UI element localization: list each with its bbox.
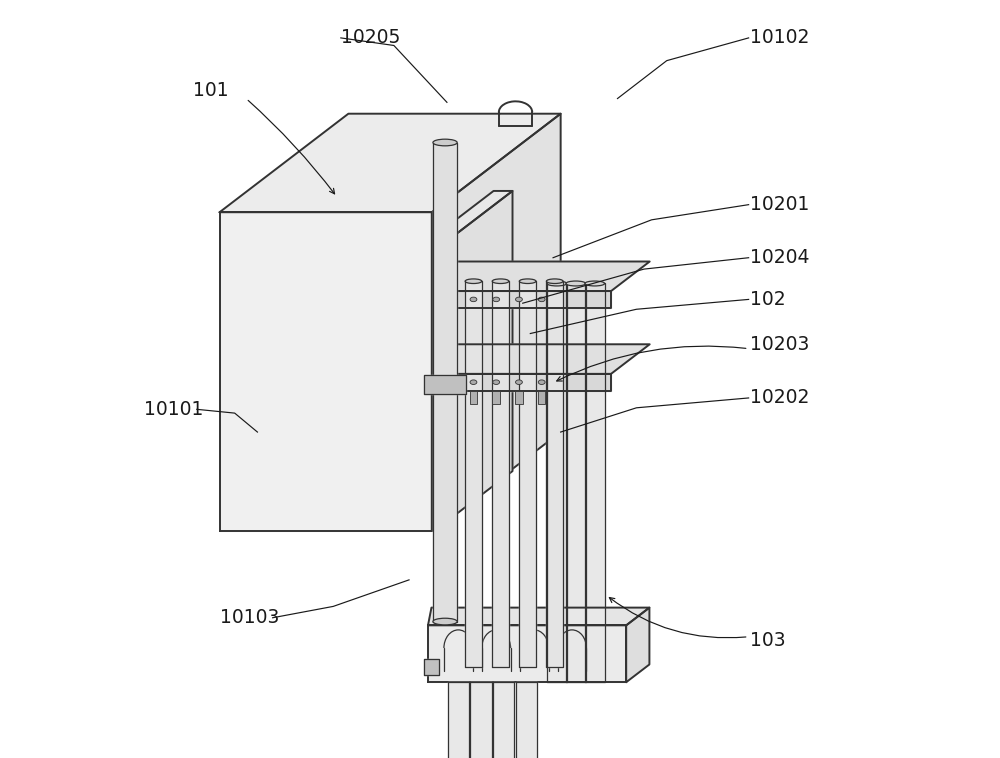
Ellipse shape bbox=[492, 279, 509, 283]
Polygon shape bbox=[220, 114, 561, 212]
Text: 10103: 10103 bbox=[220, 608, 279, 628]
Polygon shape bbox=[436, 344, 650, 374]
Text: 102: 102 bbox=[750, 290, 786, 309]
Polygon shape bbox=[546, 281, 563, 667]
Ellipse shape bbox=[470, 297, 477, 302]
Ellipse shape bbox=[470, 380, 477, 384]
Polygon shape bbox=[424, 375, 466, 394]
Bar bbox=[538, 390, 545, 404]
Bar bbox=[470, 390, 477, 404]
Ellipse shape bbox=[465, 279, 482, 283]
Bar bbox=[515, 390, 523, 404]
Polygon shape bbox=[436, 374, 611, 390]
Ellipse shape bbox=[519, 279, 536, 283]
Polygon shape bbox=[585, 283, 605, 682]
Ellipse shape bbox=[538, 297, 545, 302]
Ellipse shape bbox=[566, 281, 586, 286]
Text: 103: 103 bbox=[750, 631, 786, 650]
Polygon shape bbox=[516, 682, 537, 758]
Polygon shape bbox=[519, 281, 536, 667]
Text: 10201: 10201 bbox=[750, 195, 810, 215]
Polygon shape bbox=[220, 212, 432, 531]
Polygon shape bbox=[433, 143, 457, 622]
Ellipse shape bbox=[546, 279, 563, 283]
Bar bbox=[492, 390, 500, 404]
Ellipse shape bbox=[585, 281, 605, 286]
Polygon shape bbox=[626, 608, 649, 682]
Polygon shape bbox=[448, 682, 469, 758]
Polygon shape bbox=[436, 262, 650, 291]
Text: 10203: 10203 bbox=[750, 335, 810, 355]
Polygon shape bbox=[493, 682, 514, 758]
Polygon shape bbox=[432, 114, 561, 531]
Polygon shape bbox=[428, 608, 649, 625]
Polygon shape bbox=[470, 682, 492, 758]
Polygon shape bbox=[436, 291, 611, 308]
Polygon shape bbox=[428, 625, 626, 682]
Text: 10205: 10205 bbox=[341, 28, 400, 48]
Ellipse shape bbox=[547, 281, 567, 286]
Ellipse shape bbox=[493, 380, 500, 384]
Polygon shape bbox=[436, 191, 513, 235]
Polygon shape bbox=[455, 191, 513, 515]
Ellipse shape bbox=[433, 139, 457, 146]
Ellipse shape bbox=[433, 619, 457, 625]
Text: 10202: 10202 bbox=[750, 388, 810, 408]
Text: 101: 101 bbox=[193, 81, 229, 101]
Polygon shape bbox=[492, 281, 509, 667]
Polygon shape bbox=[436, 235, 455, 515]
Ellipse shape bbox=[516, 380, 522, 384]
Text: 10204: 10204 bbox=[750, 248, 810, 268]
Polygon shape bbox=[465, 281, 482, 667]
Polygon shape bbox=[566, 283, 586, 682]
Ellipse shape bbox=[538, 380, 545, 384]
Polygon shape bbox=[547, 283, 567, 682]
Text: 10102: 10102 bbox=[750, 28, 810, 48]
Ellipse shape bbox=[493, 297, 500, 302]
Text: 10101: 10101 bbox=[144, 399, 203, 419]
Polygon shape bbox=[424, 659, 439, 675]
Ellipse shape bbox=[516, 297, 522, 302]
